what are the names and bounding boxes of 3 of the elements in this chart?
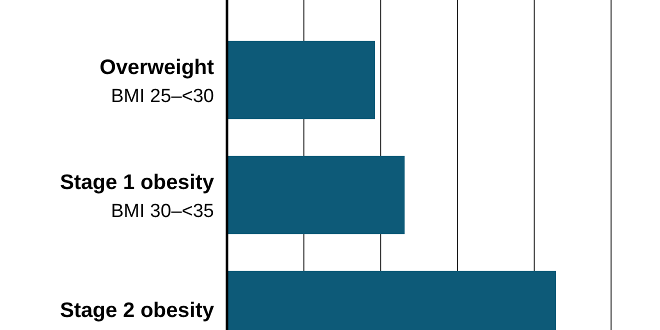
y-tick-label: Stage 2 obesity — [60, 299, 214, 322]
y-tick-label: Stage 1 obesity BMI 30–<35 — [60, 171, 214, 222]
y-tick-label: Overweight BMI 25–<30 — [100, 56, 214, 107]
